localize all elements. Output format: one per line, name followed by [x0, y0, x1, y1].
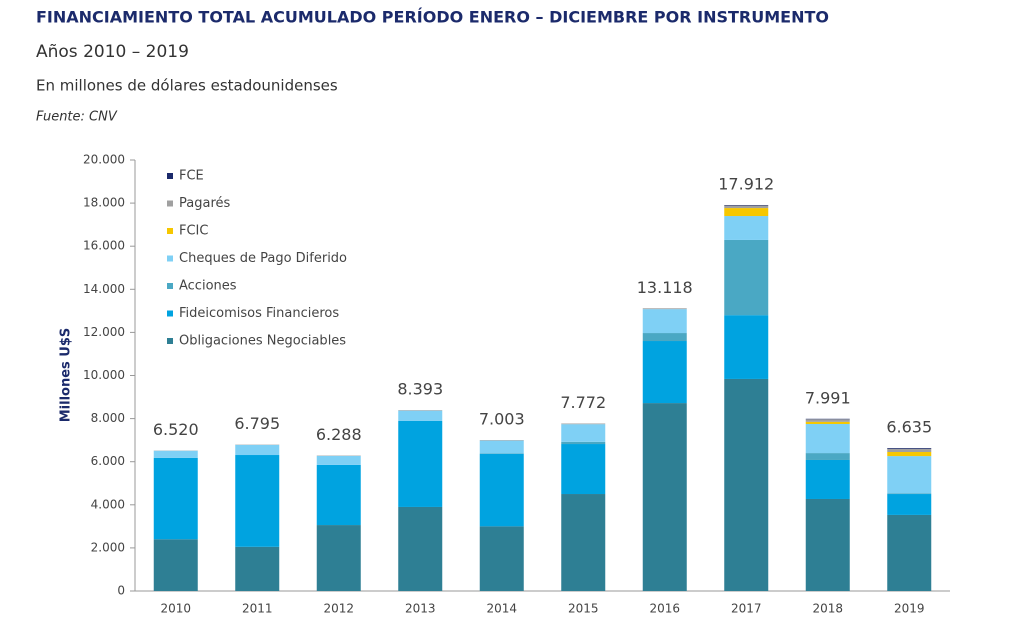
- legend-label: Fideicomisos Financieros: [179, 306, 339, 321]
- y-axis-label: Millones U$S: [59, 328, 74, 423]
- total-label: 6.520: [153, 420, 199, 439]
- bar-segment: [561, 424, 605, 425]
- bar-segment: [724, 205, 768, 208]
- bar-segment: [887, 493, 931, 494]
- bar-segment: [887, 452, 931, 456]
- legend-label: FCIC: [179, 224, 208, 239]
- bar-segment: [887, 449, 931, 452]
- bar-segment: [887, 456, 931, 493]
- bar-segment: [806, 460, 850, 499]
- x-tick-label: 2015: [568, 602, 599, 616]
- bar-segment: [480, 441, 524, 454]
- bar-segment: [154, 451, 198, 458]
- legend-label: Acciones: [179, 279, 237, 294]
- legend-label: Obligaciones Negociables: [179, 334, 346, 349]
- chart-note: En millones de dólares estadounidenses: [36, 77, 338, 95]
- legend-label: FCE: [179, 169, 204, 184]
- bar-segment: [480, 454, 524, 526]
- bar-segment: [317, 525, 361, 591]
- bar-segment: [561, 444, 605, 494]
- bar-segment: [643, 341, 687, 403]
- y-tick-label: 0: [117, 584, 125, 598]
- legend-swatch: [167, 283, 173, 289]
- total-label: 17.912: [718, 174, 774, 193]
- x-tick-label: 2013: [405, 602, 436, 616]
- total-label: 6.635: [886, 418, 932, 437]
- legend-swatch: [167, 201, 173, 207]
- bar-segment: [235, 547, 279, 591]
- legend-label: Pagarés: [179, 196, 230, 211]
- legend-swatch: [167, 173, 173, 179]
- y-tick-label: 14.000: [83, 282, 125, 296]
- legend-label: Cheques de Pago Diferido: [179, 251, 347, 266]
- bar-segment: [806, 419, 850, 422]
- bar-segment: [724, 379, 768, 591]
- y-tick-label: 2.000: [91, 540, 125, 554]
- y-tick-label: 16.000: [83, 239, 125, 253]
- y-tick-label: 4.000: [91, 497, 125, 511]
- total-label: 7.003: [479, 410, 525, 429]
- bar-segment: [643, 333, 687, 341]
- x-tick-label: 2018: [812, 602, 843, 616]
- bar-segment: [398, 507, 442, 591]
- bar-segment: [724, 208, 768, 216]
- bar-segment: [317, 465, 361, 525]
- x-tick-label: 2017: [731, 602, 762, 616]
- x-tick-label: 2010: [160, 602, 191, 616]
- bar-segment: [480, 526, 524, 591]
- bar-segment: [887, 494, 931, 515]
- bar-segment: [724, 315, 768, 379]
- chart-title: FINANCIAMIENTO TOTAL ACUMULADO PERÍODO E…: [36, 8, 829, 27]
- y-tick-label: 10.000: [83, 368, 125, 382]
- bar-segment: [235, 445, 279, 455]
- x-tick-label: 2014: [486, 602, 517, 616]
- legend-swatch: [167, 338, 173, 344]
- bar-segment: [398, 421, 442, 507]
- y-tick-label: 18.000: [83, 196, 125, 210]
- total-label: 7.991: [805, 388, 851, 407]
- bar-segment: [724, 216, 768, 240]
- x-tick-label: 2012: [323, 602, 354, 616]
- bar-segment: [154, 458, 198, 539]
- bar-segment: [887, 448, 931, 449]
- bar-segment: [643, 403, 687, 591]
- legend-swatch: [167, 256, 173, 262]
- total-label: 7.772: [560, 393, 606, 412]
- chart-subtitle: Años 2010 – 2019: [36, 42, 189, 62]
- bar-segment: [398, 411, 442, 421]
- bar-segment: [887, 515, 931, 591]
- y-tick-label: 20.000: [83, 153, 125, 167]
- y-tick-label: 8.000: [91, 411, 125, 425]
- bar-segment: [235, 455, 279, 547]
- bar-segment: [724, 240, 768, 315]
- x-tick-label: 2019: [894, 602, 925, 616]
- bar-segment: [154, 539, 198, 591]
- bar-segment: [561, 494, 605, 591]
- total-label: 6.795: [234, 414, 280, 433]
- x-tick-label: 2016: [649, 602, 680, 616]
- bar-segment: [561, 424, 605, 442]
- bar-segment: [806, 424, 850, 453]
- y-tick-label: 12.000: [83, 325, 125, 339]
- x-tick-label: 2011: [242, 602, 273, 616]
- bar-segment: [806, 453, 850, 460]
- legend-swatch: [167, 228, 173, 234]
- bar-segment: [643, 309, 687, 333]
- total-label: 6.288: [316, 425, 362, 444]
- bar-segment: [317, 456, 361, 465]
- total-label: 13.118: [637, 278, 693, 297]
- bar-segment: [561, 442, 605, 444]
- chart-source: Fuente: CNV: [36, 110, 118, 125]
- bar-segment: [806, 499, 850, 591]
- legend-swatch: [167, 311, 173, 317]
- total-label: 8.393: [397, 380, 443, 399]
- y-tick-label: 6.000: [91, 454, 125, 468]
- bar-segment: [806, 422, 850, 424]
- bar-segment: [643, 308, 687, 309]
